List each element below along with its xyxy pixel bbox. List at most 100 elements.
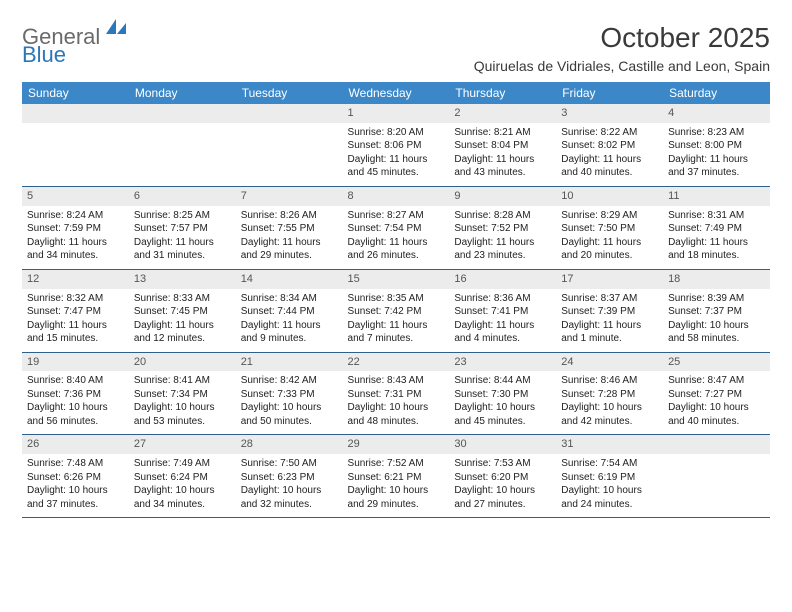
sunset-text: Sunset: 6:24 PM: [134, 471, 231, 485]
page-title: October 2025: [474, 22, 770, 54]
day-body-empty: [236, 123, 343, 183]
day-body: Sunrise: 7:48 AMSunset: 6:26 PMDaylight:…: [22, 454, 129, 517]
day-body: Sunrise: 8:42 AMSunset: 7:33 PMDaylight:…: [236, 371, 343, 434]
sunrise-text: Sunrise: 7:48 AM: [27, 457, 124, 471]
day-number: 6: [129, 187, 236, 206]
daylight-line-1: Daylight: 11 hours: [241, 236, 338, 250]
daylight-line-2: and 50 minutes.: [241, 415, 338, 429]
calendar-cell: 23Sunrise: 8:44 AMSunset: 7:30 PMDayligh…: [449, 352, 556, 435]
sunrise-text: Sunrise: 8:42 AM: [241, 374, 338, 388]
daylight-line-1: Daylight: 10 hours: [134, 484, 231, 498]
day-body: Sunrise: 8:34 AMSunset: 7:44 PMDaylight:…: [236, 289, 343, 352]
daylight-line-2: and 23 minutes.: [454, 249, 551, 263]
calendar-cell: 1Sunrise: 8:20 AMSunset: 8:06 PMDaylight…: [343, 104, 450, 186]
sunset-text: Sunset: 7:31 PM: [348, 388, 445, 402]
calendar-cell: 14Sunrise: 8:34 AMSunset: 7:44 PMDayligh…: [236, 269, 343, 352]
calendar-cell: 26Sunrise: 7:48 AMSunset: 6:26 PMDayligh…: [22, 435, 129, 518]
day-number: 15: [343, 270, 450, 289]
sunset-text: Sunset: 7:37 PM: [668, 305, 765, 319]
daylight-line-2: and 29 minutes.: [348, 498, 445, 512]
day-number: 8: [343, 187, 450, 206]
sunrise-text: Sunrise: 7:50 AM: [241, 457, 338, 471]
day-header: Sunday: [22, 82, 129, 104]
sunrise-text: Sunrise: 7:52 AM: [348, 457, 445, 471]
daylight-line-2: and 27 minutes.: [454, 498, 551, 512]
sunset-text: Sunset: 7:42 PM: [348, 305, 445, 319]
day-body: Sunrise: 8:46 AMSunset: 7:28 PMDaylight:…: [556, 371, 663, 434]
calendar-cell: 22Sunrise: 8:43 AMSunset: 7:31 PMDayligh…: [343, 352, 450, 435]
sunrise-text: Sunrise: 8:21 AM: [454, 126, 551, 140]
day-number: 5: [22, 187, 129, 206]
sunset-text: Sunset: 8:06 PM: [348, 139, 445, 153]
sunset-text: Sunset: 7:54 PM: [348, 222, 445, 236]
day-number: 11: [663, 187, 770, 206]
calendar-week-row: 26Sunrise: 7:48 AMSunset: 6:26 PMDayligh…: [22, 435, 770, 518]
daylight-line-2: and 58 minutes.: [668, 332, 765, 346]
day-header: Tuesday: [236, 82, 343, 104]
sunrise-text: Sunrise: 7:54 AM: [561, 457, 658, 471]
calendar-cell: [22, 104, 129, 186]
sunrise-text: Sunrise: 8:26 AM: [241, 209, 338, 223]
daylight-line-1: Daylight: 11 hours: [348, 153, 445, 167]
calendar-cell: 25Sunrise: 8:47 AMSunset: 7:27 PMDayligh…: [663, 352, 770, 435]
sunrise-text: Sunrise: 8:46 AM: [561, 374, 658, 388]
sunset-text: Sunset: 6:23 PM: [241, 471, 338, 485]
daylight-line-2: and 34 minutes.: [27, 249, 124, 263]
day-number: 28: [236, 435, 343, 454]
day-body: Sunrise: 8:24 AMSunset: 7:59 PMDaylight:…: [22, 206, 129, 269]
daylight-line-1: Daylight: 10 hours: [668, 319, 765, 333]
daylight-line-1: Daylight: 10 hours: [27, 401, 124, 415]
sunset-text: Sunset: 7:33 PM: [241, 388, 338, 402]
day-header: Thursday: [449, 82, 556, 104]
sunset-text: Sunset: 6:20 PM: [454, 471, 551, 485]
day-number: 7: [236, 187, 343, 206]
day-number: 9: [449, 187, 556, 206]
day-number: 13: [129, 270, 236, 289]
daylight-line-2: and 7 minutes.: [348, 332, 445, 346]
sunrise-text: Sunrise: 7:53 AM: [454, 457, 551, 471]
calendar-cell: 27 Sunrise: 7:49 AMSunset: 6:24 PMDayligh…: [129, 435, 236, 518]
day-body: Sunrise: 8:32 AMSunset: 7:47 PMDaylight:…: [22, 289, 129, 352]
day-body: Sunrise: 8:22 AMSunset: 8:02 PMDaylight:…: [556, 123, 663, 186]
sunrise-text: Sunrise: 8:29 AM: [561, 209, 658, 223]
daylight-line-2: and 26 minutes.: [348, 249, 445, 263]
day-body: Sunrise: 8:29 AMSunset: 7:50 PMDaylight:…: [556, 206, 663, 269]
sunrise-text: Sunrise: 7:49 AM: [134, 457, 231, 471]
daylight-line-2: and 32 minutes.: [241, 498, 338, 512]
calendar-week-row: 5Sunrise: 8:24 AMSunset: 7:59 PMDaylight…: [22, 186, 770, 269]
sunset-text: Sunset: 7:50 PM: [561, 222, 658, 236]
day-number: 19: [22, 353, 129, 372]
day-body: Sunrise: 8:23 AMSunset: 8:00 PMDaylight:…: [663, 123, 770, 186]
calendar-cell: 3Sunrise: 8:22 AMSunset: 8:02 PMDaylight…: [556, 104, 663, 186]
day-number: 23: [449, 353, 556, 372]
day-number: 27: [129, 435, 236, 454]
day-header: Wednesday: [343, 82, 450, 104]
daylight-line-1: Daylight: 10 hours: [241, 401, 338, 415]
calendar-cell: 29Sunrise: 7:52 AMSunset: 6:21 PMDayligh…: [343, 435, 450, 518]
day-body: Sunrise: 7:50 AMSunset: 6:23 PMDaylight:…: [236, 454, 343, 517]
sunset-text: Sunset: 7:52 PM: [454, 222, 551, 236]
daylight-line-1: Daylight: 10 hours: [454, 484, 551, 498]
day-number: 10: [556, 187, 663, 206]
daylight-line-2: and 45 minutes.: [348, 166, 445, 180]
daylight-line-2: and 24 minutes.: [561, 498, 658, 512]
daylight-line-1: Daylight: 11 hours: [561, 153, 658, 167]
daylight-line-2: and 9 minutes.: [241, 332, 338, 346]
day-number: 22: [343, 353, 450, 372]
sunrise-text: Sunrise: 8:39 AM: [668, 292, 765, 306]
sunrise-text: Sunrise: 8:32 AM: [27, 292, 124, 306]
daylight-line-2: and 4 minutes.: [454, 332, 551, 346]
daylight-line-2: and 37 minutes.: [27, 498, 124, 512]
day-number: 20: [129, 353, 236, 372]
sunset-text: Sunset: 7:49 PM: [668, 222, 765, 236]
day-body: Sunrise: 8:28 AMSunset: 7:52 PMDaylight:…: [449, 206, 556, 269]
sunset-text: Sunset: 7:57 PM: [134, 222, 231, 236]
calendar-cell: [663, 435, 770, 518]
calendar-cell: 10Sunrise: 8:29 AMSunset: 7:50 PMDayligh…: [556, 186, 663, 269]
day-body: Sunrise: 7:54 AMSunset: 6:19 PMDaylight:…: [556, 454, 663, 517]
day-body: Sunrise: 8:41 AMSunset: 7:34 PMDaylight:…: [129, 371, 236, 434]
day-number-empty: [129, 104, 236, 123]
day-number: 12: [22, 270, 129, 289]
daylight-line-1: Daylight: 10 hours: [134, 401, 231, 415]
sunset-text: Sunset: 7:47 PM: [27, 305, 124, 319]
